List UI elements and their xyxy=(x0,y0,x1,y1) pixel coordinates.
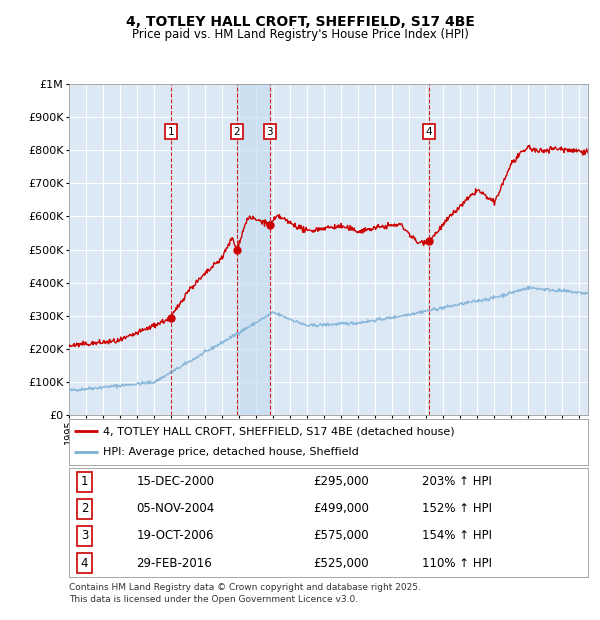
Text: 152% ↑ HPI: 152% ↑ HPI xyxy=(422,502,492,515)
Text: 29-FEB-2016: 29-FEB-2016 xyxy=(136,557,212,570)
Text: 154% ↑ HPI: 154% ↑ HPI xyxy=(422,529,492,542)
Text: 4, TOTLEY HALL CROFT, SHEFFIELD, S17 4BE (detached house): 4, TOTLEY HALL CROFT, SHEFFIELD, S17 4BE… xyxy=(103,426,454,436)
Text: Price paid vs. HM Land Registry's House Price Index (HPI): Price paid vs. HM Land Registry's House … xyxy=(131,28,469,41)
Text: £575,000: £575,000 xyxy=(313,529,368,542)
Text: HPI: Average price, detached house, Sheffield: HPI: Average price, detached house, Shef… xyxy=(103,448,358,458)
Text: 110% ↑ HPI: 110% ↑ HPI xyxy=(422,557,492,570)
Text: Contains HM Land Registry data © Crown copyright and database right 2025.
This d: Contains HM Land Registry data © Crown c… xyxy=(69,583,421,604)
Text: 3: 3 xyxy=(266,127,273,137)
Text: 05-NOV-2004: 05-NOV-2004 xyxy=(136,502,215,515)
Text: 4: 4 xyxy=(426,127,433,137)
Text: 203% ↑ HPI: 203% ↑ HPI xyxy=(422,475,492,488)
Text: £295,000: £295,000 xyxy=(313,475,368,488)
Text: £499,000: £499,000 xyxy=(313,502,369,515)
Bar xyxy=(236,84,270,415)
Text: 15-DEC-2000: 15-DEC-2000 xyxy=(136,475,214,488)
Text: 3: 3 xyxy=(81,529,88,542)
Text: £525,000: £525,000 xyxy=(313,557,368,570)
Text: 19-OCT-2006: 19-OCT-2006 xyxy=(136,529,214,542)
Text: 4, TOTLEY HALL CROFT, SHEFFIELD, S17 4BE: 4, TOTLEY HALL CROFT, SHEFFIELD, S17 4BE xyxy=(125,16,475,30)
Text: 4: 4 xyxy=(81,557,88,570)
Text: 2: 2 xyxy=(233,127,240,137)
Text: 1: 1 xyxy=(81,475,88,488)
Text: 1: 1 xyxy=(168,127,175,137)
Text: 2: 2 xyxy=(81,502,88,515)
